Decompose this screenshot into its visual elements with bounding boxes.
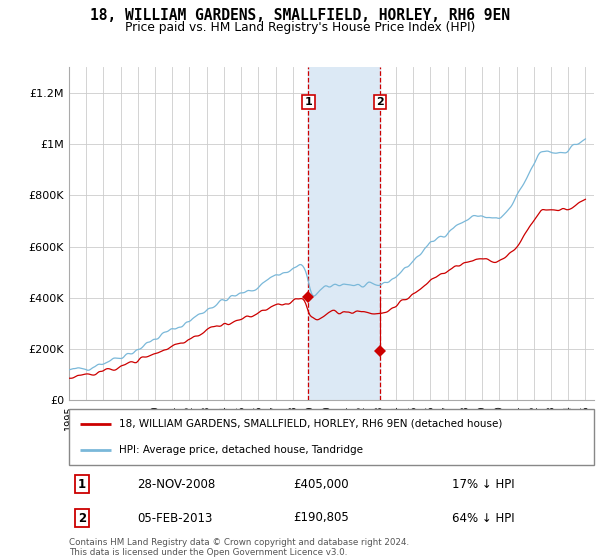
- Text: 64% ↓ HPI: 64% ↓ HPI: [452, 511, 515, 525]
- Text: HPI: Average price, detached house, Tandridge: HPI: Average price, detached house, Tand…: [119, 445, 363, 455]
- Text: Price paid vs. HM Land Registry's House Price Index (HPI): Price paid vs. HM Land Registry's House …: [125, 21, 475, 34]
- Text: 1: 1: [78, 478, 86, 491]
- Text: 18, WILLIAM GARDENS, SMALLFIELD, HORLEY, RH6 9EN: 18, WILLIAM GARDENS, SMALLFIELD, HORLEY,…: [90, 8, 510, 24]
- Text: 17% ↓ HPI: 17% ↓ HPI: [452, 478, 515, 491]
- Text: £405,000: £405,000: [293, 478, 349, 491]
- FancyBboxPatch shape: [69, 409, 594, 465]
- Text: 2: 2: [78, 511, 86, 525]
- Text: 2: 2: [377, 97, 384, 107]
- Text: 05-FEB-2013: 05-FEB-2013: [137, 511, 212, 525]
- Text: 1: 1: [305, 97, 313, 107]
- Text: Contains HM Land Registry data © Crown copyright and database right 2024.
This d: Contains HM Land Registry data © Crown c…: [69, 538, 409, 557]
- Text: 28-NOV-2008: 28-NOV-2008: [137, 478, 215, 491]
- Text: £190,805: £190,805: [293, 511, 349, 525]
- Text: 18, WILLIAM GARDENS, SMALLFIELD, HORLEY, RH6 9EN (detached house): 18, WILLIAM GARDENS, SMALLFIELD, HORLEY,…: [119, 419, 502, 429]
- Bar: [308, 67, 380, 400]
